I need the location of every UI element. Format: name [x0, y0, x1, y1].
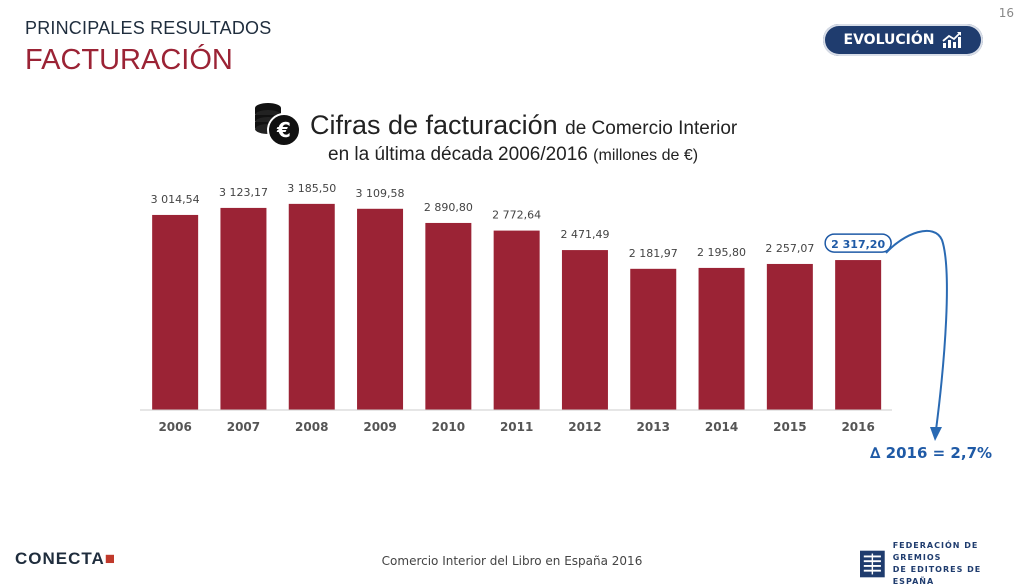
data-label-2009: 3 109,58 [356, 187, 405, 200]
svg-text:€: € [276, 118, 291, 142]
bar-chart: 3 014,54 2006 3 123,17 2007 3 185,50 2008 3 10… [140, 182, 948, 441]
data-label-2012: 2 471,49 [560, 228, 609, 241]
growth-annotation: ∆ 2016 = 2,7% [870, 444, 993, 462]
trend-chart-icon [942, 32, 962, 48]
data-label-2015: 2 257,07 [765, 242, 814, 255]
conecta-logo: CONECTA■ [15, 549, 117, 568]
bar-2013 [630, 268, 677, 410]
x-tick-2009: 2009 [363, 420, 396, 434]
bar-2009 [357, 208, 404, 410]
x-tick-2013: 2013 [637, 420, 670, 434]
euro-coins-icon: € [255, 103, 301, 147]
data-label-2008: 3 185,50 [287, 182, 336, 195]
highlight-arrow [885, 229, 948, 431]
bar-2010 [425, 222, 472, 410]
bar-2015 [766, 263, 813, 410]
data-label-2011: 2 772,64 [492, 209, 541, 222]
footer-caption: Comercio Interior del Libro en España 20… [381, 554, 643, 568]
x-tick-2007: 2007 [227, 420, 260, 434]
data-label-2014: 2 195,80 [697, 246, 746, 259]
x-tick-2015: 2015 [773, 420, 806, 434]
badge-label: EVOLUCIÓN [843, 32, 935, 48]
x-tick-2008: 2008 [295, 420, 328, 434]
chart-title-rest: de Comercio Interior [565, 118, 738, 139]
data-label-2010: 2 890,80 [424, 201, 473, 214]
data-label-2007: 3 123,17 [219, 186, 268, 199]
data-label-2006: 3 014,54 [151, 193, 200, 206]
section-heading: PRINCIPALES RESULTADOS [25, 18, 272, 38]
bar-2014 [698, 267, 745, 410]
page-number: 16 [998, 6, 1014, 20]
x-tick-2012: 2012 [568, 420, 601, 434]
chart-subtitle-unit: (millones de €) [593, 147, 699, 164]
bar-2011 [493, 230, 540, 410]
x-tick-2016: 2016 [841, 420, 874, 434]
federacion-emblem-icon [860, 550, 885, 578]
bar-2006 [152, 214, 199, 410]
federacion-logo: FEDERACIÓN DE GREMIOS DE EDITORES DE ESP… [860, 540, 1024, 588]
conecta-logo-text: CONECTA [15, 549, 105, 568]
chart-subtitle-main: en la última década 2006/2016 [328, 144, 588, 165]
bar-2016 [835, 260, 882, 410]
bar-2012 [561, 250, 608, 410]
highlight-label-box [824, 233, 892, 253]
x-tick-2010: 2010 [432, 420, 465, 434]
x-tick-2011: 2011 [500, 420, 533, 434]
highlight-arrow-head [930, 427, 942, 441]
chart-title: Cifras de facturación de Comercio Interi… [310, 110, 737, 141]
chart-title-main: Cifras de facturación [310, 110, 558, 140]
evolucion-badge: EVOLUCIÓN [823, 24, 983, 56]
federacion-line-1: FEDERACIÓN DE GREMIOS [892, 541, 979, 562]
data-label-2013: 2 181,97 [629, 247, 678, 260]
federacion-line-2: DE EDITORES DE ESPAÑA [892, 565, 982, 586]
bar-2007 [220, 207, 267, 410]
page-title: FACTURACIÓN [25, 44, 233, 76]
data-label-2016: 2 317,20 [831, 238, 885, 251]
chart-subtitle: en la última década 2006/2016 (millones … [328, 144, 698, 166]
bar-2008 [288, 203, 335, 410]
x-tick-2014: 2014 [705, 420, 738, 434]
x-tick-2006: 2006 [158, 420, 191, 434]
